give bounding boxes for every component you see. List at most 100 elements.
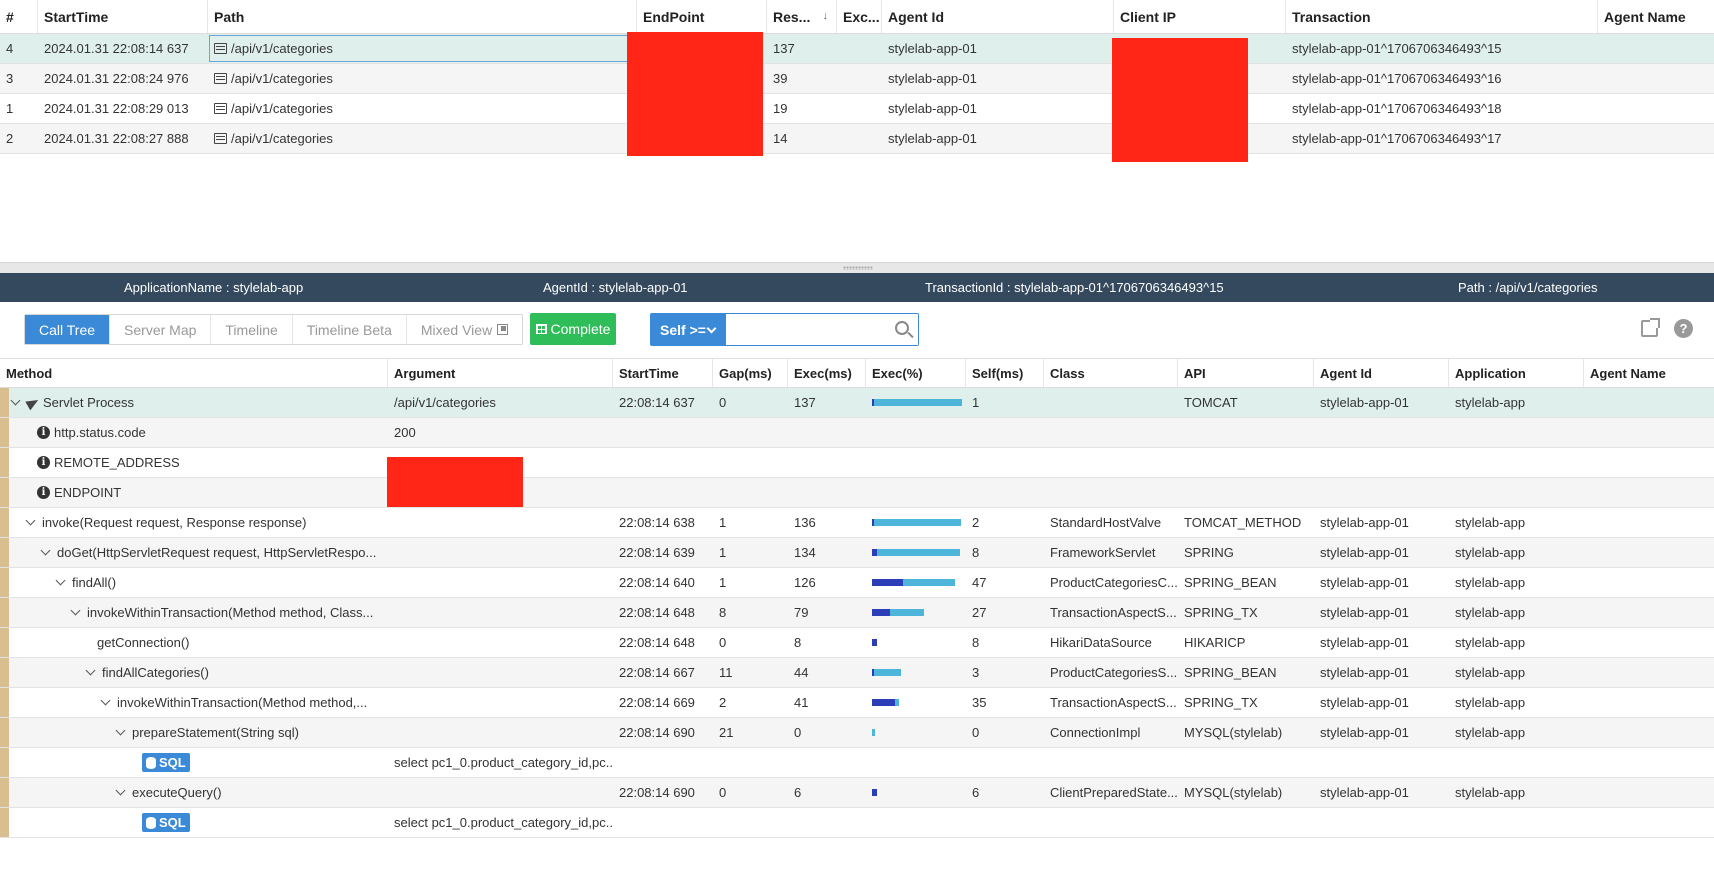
sort-down-icon[interactable]: ↓ xyxy=(822,10,829,22)
call-tree-row[interactable]: doGet(HttpServletRequest request, HttpSe… xyxy=(0,538,1714,568)
tree-self-ms: 2 xyxy=(966,508,1044,537)
self-filter-input[interactable] xyxy=(726,314,918,345)
tree-exec-ms-text: 137 xyxy=(794,395,816,410)
call-tree-row[interactable]: findAll() 22:08:14 640 1 126 47 ProductCatego… xyxy=(0,568,1714,598)
open-new-window-icon[interactable] xyxy=(1641,318,1660,337)
expand-toggle-icon[interactable] xyxy=(115,785,126,796)
sql-badge[interactable]: SQL xyxy=(142,753,190,772)
col-header-path[interactable]: Path xyxy=(208,0,637,33)
expand-toggle-icon[interactable] xyxy=(115,725,126,736)
call-tree-row[interactable]: executeQuery() 22:08:14 690 0 6 6 ClientPrepa… xyxy=(0,778,1714,808)
help-icon[interactable]: ? xyxy=(1674,319,1693,338)
tree-class: HikariDataSource xyxy=(1044,628,1178,657)
col-header-agent-name[interactable]: Agent Name xyxy=(1604,8,1686,25)
expand-toggle-icon[interactable] xyxy=(100,695,111,706)
tree-gap-text: 11 xyxy=(719,665,733,680)
tree-gap: 1 xyxy=(713,508,788,537)
col-header-class[interactable]: Class xyxy=(1044,359,1178,387)
tree-gap xyxy=(713,448,788,477)
expand-toggle-icon[interactable] xyxy=(40,545,51,556)
call-tree-row[interactable]: SQL select pc1_0.product_category_id,pc..… xyxy=(0,748,1714,778)
exec-bar-fill xyxy=(872,399,962,406)
call-tree-row[interactable]: invokeWithinTransaction(Method method, C… xyxy=(0,598,1714,628)
col-header-gap[interactable]: Gap(ms) xyxy=(713,359,788,387)
tree-application-text: stylelab-app xyxy=(1455,635,1526,650)
tree-api-text: MYSQL(stylelab) xyxy=(1184,785,1283,800)
row-path-text: /api/v1/categories xyxy=(231,71,333,86)
search-icon[interactable] xyxy=(895,321,909,335)
splitter-grip-icon[interactable] xyxy=(843,266,873,270)
transaction-row[interactable]: 1 2024.01.31 22:08:29 013/api/v1/categori… xyxy=(0,94,1714,124)
transaction-row[interactable]: 4 2024.01.31 22:08:14 637/api/v1/categori… xyxy=(0,34,1714,64)
col-header-exception[interactable]: Exc... xyxy=(837,0,882,33)
col-header-tree-agent-name[interactable]: Agent Name xyxy=(1590,365,1666,381)
tab-mixed-view[interactable]: Mixed View xyxy=(407,315,522,344)
col-header-response[interactable]: Res... ↓ xyxy=(767,0,837,33)
expand-toggle-icon[interactable] xyxy=(85,665,96,676)
row-exception xyxy=(837,94,882,123)
call-tree-row[interactable]: invokeWithinTransaction(Method method,..… xyxy=(0,688,1714,718)
pane-splitter[interactable] xyxy=(0,262,1714,273)
tab-call-tree[interactable]: Call Tree xyxy=(25,315,111,344)
tree-exec-bar xyxy=(866,718,966,747)
col-header-endpoint[interactable]: EndPoint xyxy=(637,0,767,33)
call-tree-row[interactable]: SQL select pc1_0.product_category_id,pc..… xyxy=(0,808,1714,838)
expand-toggle-icon[interactable] xyxy=(10,395,21,406)
tree-exec-ms: 79 xyxy=(788,598,866,627)
tree-argument-text: 200 xyxy=(394,425,416,440)
expand-toggle-icon[interactable] xyxy=(70,605,81,616)
tree-self-ms-text: 27 xyxy=(972,605,987,620)
self-filter-select[interactable]: Self >= xyxy=(651,314,726,345)
call-tree-row[interactable]: i http.status.code 200 xyxy=(0,418,1714,448)
tree-starttime: 22:08:14 648 xyxy=(613,628,713,657)
method-text: prepareStatement(String sql) xyxy=(132,725,299,740)
method-text: invoke(Request request, Response respons… xyxy=(42,515,307,530)
method-text: executeQuery() xyxy=(132,785,222,800)
tree-agent-name xyxy=(1584,748,1714,777)
col-header-method[interactable]: Method xyxy=(0,359,388,387)
tree-application xyxy=(1449,448,1584,477)
tree-exec-ms-text: 41 xyxy=(794,695,809,710)
col-header-tree-agent-id[interactable]: Agent Id xyxy=(1314,359,1449,387)
tree-exec-bar xyxy=(866,538,966,567)
col-header-agent-id[interactable]: Agent Id xyxy=(882,0,1114,33)
tree-application: stylelab-app xyxy=(1449,538,1584,567)
col-header-exec-ms[interactable]: Exec(ms) xyxy=(788,359,866,387)
tree-application: stylelab-app xyxy=(1449,778,1584,807)
self-bar-fill xyxy=(872,699,896,706)
tree-exec-ms xyxy=(788,418,866,447)
col-header-api[interactable]: API xyxy=(1178,359,1314,387)
col-header-application[interactable]: Application xyxy=(1449,359,1584,387)
tree-argument xyxy=(388,778,613,807)
call-tree-row[interactable]: invoke(Request request, Response respons… xyxy=(0,508,1714,538)
transaction-row[interactable]: 3 2024.01.31 22:08:24 976/api/v1/categori… xyxy=(0,64,1714,94)
col-header-transaction[interactable]: Transaction xyxy=(1286,0,1598,33)
sql-badge[interactable]: SQL xyxy=(142,813,190,832)
row-agent-id-text: stylelab-app-01 xyxy=(888,71,977,86)
self-filter: Self >= xyxy=(650,313,919,346)
call-tree-row[interactable]: Servlet Process/api/v1/categories 22:08:1… xyxy=(0,388,1714,418)
tab-timeline-beta[interactable]: Timeline Beta xyxy=(293,315,407,344)
expand-toggle-icon[interactable] xyxy=(25,515,36,526)
call-tree-row[interactable]: getConnection() 22:08:14 648 0 8 8 HikariData… xyxy=(0,628,1714,658)
col-header-tree-starttime[interactable]: StartTime xyxy=(613,359,713,387)
transaction-row[interactable]: 2 2024.01.31 22:08:27 888/api/v1/categori… xyxy=(0,124,1714,154)
col-header-argument[interactable]: Argument xyxy=(388,359,613,387)
col-header-exec-pct[interactable]: Exec(%) xyxy=(866,359,966,387)
call-tree-row[interactable]: i REMOTE_ADDRESS xyxy=(0,448,1714,478)
call-tree-row[interactable]: prepareStatement(String sql) 22:08:14 690… xyxy=(0,718,1714,748)
tab-timeline[interactable]: Timeline xyxy=(211,315,293,344)
col-header-self-ms[interactable]: Self(ms) xyxy=(966,359,1044,387)
row-path: /api/v1/categories xyxy=(208,64,637,93)
col-header-num[interactable]: # xyxy=(0,0,38,33)
tree-starttime: 22:08:14 640 xyxy=(613,568,713,597)
col-header-starttime[interactable]: StartTime xyxy=(38,0,208,33)
complete-button[interactable]: Complete xyxy=(530,313,616,345)
call-tree-row[interactable]: findAllCategories() 22:08:14 667 11 44 3 Prod… xyxy=(0,658,1714,688)
expand-toggle-icon[interactable] xyxy=(55,575,66,586)
col-header-client-ip[interactable]: Client IP xyxy=(1114,0,1286,33)
call-tree-row[interactable]: i ENDPOINT xyxy=(0,478,1714,508)
tree-gap xyxy=(713,748,788,777)
tab-server-map[interactable]: Server Map xyxy=(110,315,212,344)
tree-gap xyxy=(713,418,788,447)
